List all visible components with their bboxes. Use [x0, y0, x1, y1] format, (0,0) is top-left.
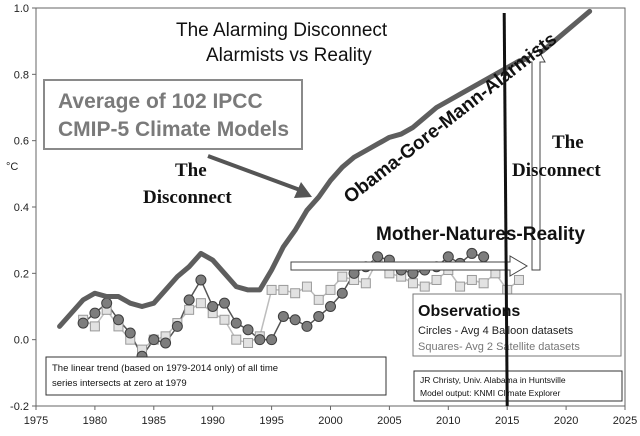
y-axis-label: °C: [6, 161, 18, 173]
disconnect-arrow-shaft: [207, 154, 301, 192]
x-tick-label: 1980: [83, 415, 107, 427]
y-tick-label: 0.8: [14, 69, 29, 81]
reference-vertical-line: [502, 12, 509, 407]
satellite-square-point: [266, 284, 277, 295]
satellite-square-point: [325, 284, 336, 295]
alarmists-label: Obama-Gore-Mann-Alarmists: [340, 29, 561, 208]
model-series-layer: [57, 8, 593, 329]
satellite-square-point: [278, 284, 289, 295]
satellite-square-point: [407, 278, 418, 289]
satellite-square-point: [466, 274, 477, 285]
x-tick-label: 2010: [436, 415, 460, 427]
satellite-square-point: [478, 278, 489, 289]
observations-circles: Circles - Avg 4 Balloon datasets: [418, 325, 574, 337]
observations-title: Observations: [418, 303, 520, 320]
model-box: [43, 79, 303, 150]
x-tick-label: 1985: [142, 415, 166, 427]
x-tick-label: 2025: [613, 415, 637, 427]
balloon-circle-point: [242, 324, 254, 336]
balloon-circle-point: [160, 337, 172, 349]
model-box-line-2: CMIP-5 Climate Models: [58, 118, 289, 141]
satellite-square-point: [231, 334, 242, 345]
satellite-square-point: [337, 271, 348, 282]
trend-note-box: [45, 356, 387, 396]
satellite-square-point: [360, 278, 371, 289]
balloon-circle-point: [466, 247, 478, 259]
balloon-circle-point: [230, 317, 242, 329]
chart-title-line-1: The Alarming Disconnect: [176, 20, 388, 41]
satellite-square-point: [419, 281, 430, 292]
balloon-circle-point: [124, 327, 136, 339]
disconnect-vertical-arrow: [526, 44, 546, 271]
satellite-square-point: [184, 304, 195, 315]
balloon-circle-point: [171, 320, 183, 332]
y-tick-label: 0.6: [14, 136, 29, 148]
balloon-circle-point: [442, 251, 454, 263]
reality-label: Mother-Natures-Reality: [376, 224, 585, 245]
y-tick-label: 0.0: [14, 335, 29, 347]
balloon-circle-point: [101, 297, 113, 309]
y-tick-label: 0.2: [14, 268, 29, 280]
balloon-circle-point: [289, 314, 301, 326]
x-tick-label: 2000: [318, 415, 342, 427]
disconnect-left-line-1: The: [175, 160, 207, 181]
trend-note-line-2: series intersects at zero at 1979: [52, 378, 187, 389]
satellite-square-point: [243, 337, 254, 348]
x-tick-label: 2015: [495, 415, 519, 427]
model-average-line: [57, 8, 593, 329]
satellite-square-point: [219, 314, 230, 325]
balloon-circle-point: [183, 294, 195, 306]
satellite-square-point: [89, 321, 100, 332]
balloon-circle-point: [478, 251, 490, 263]
observations-squares: Squares- Avg 2 Satellite datasets: [418, 341, 580, 353]
balloon-circle-point: [195, 274, 207, 286]
credit-line-2: Model output: KNMI Climate Explorer: [420, 388, 560, 398]
balloon-circle-point: [148, 334, 160, 346]
balloon-circle-point: [277, 310, 289, 322]
satellite-square-point: [513, 274, 524, 285]
balloon-circle-point: [112, 314, 124, 326]
balloon-circle-point: [218, 297, 230, 309]
balloon-circle-point: [89, 307, 101, 319]
credit-line-1: JR Christy, Univ. Alabama in Huntsville: [420, 375, 566, 385]
balloon-circle-point: [207, 301, 219, 312]
x-tick-label: 1990: [200, 415, 224, 427]
balloon-circle-point: [77, 317, 89, 329]
balloon-circle-point: [301, 320, 313, 332]
reality-horizontal-arrow: [290, 255, 528, 277]
balloon-circle-point: [266, 334, 278, 346]
balloon-circle-point: [336, 287, 348, 299]
y-tick-label: 1.0: [14, 3, 29, 15]
satellite-square-point: [313, 294, 324, 305]
disconnect-arrow-head: [294, 182, 312, 198]
x-tick-label: 2005: [377, 415, 401, 427]
disconnect-right-line-1: The: [552, 132, 584, 153]
satellite-square-point: [290, 288, 301, 299]
satellite-square-point: [195, 298, 206, 309]
model-box-line-1: Average of 102 IPCC: [58, 90, 263, 113]
disconnect-left-line-2: Disconnect: [143, 187, 232, 208]
chart-title-line-2: Alarmists vs Reality: [206, 45, 372, 66]
y-axis-label-layer: °C: [6, 161, 18, 173]
x-tick-label: 1975: [24, 415, 48, 427]
satellite-square-point: [455, 281, 466, 292]
balloon-circle-point: [325, 301, 336, 312]
satellite-square-point: [431, 274, 442, 285]
balloon-circle-point: [372, 251, 384, 263]
balloon-circle-point: [313, 310, 325, 322]
x-tick-label: 1995: [259, 415, 283, 427]
observations-box: [412, 293, 622, 357]
credit-box: [413, 370, 623, 402]
trend-note-line-1: The linear trend (based on 1979-2014 onl…: [52, 363, 278, 374]
x-tick-label: 2020: [554, 415, 578, 427]
balloon-circle-point: [254, 334, 266, 346]
y-tick-label: 0.4: [14, 202, 29, 214]
satellite-square-point: [301, 281, 312, 292]
y-tick-label: -0.2: [10, 401, 29, 413]
axis-layer: 1975 1980 1985 1990 1995 2000 2005 2010 2015 2020…: [10, 3, 637, 427]
disconnect-right-line-2: Disconnect: [512, 160, 601, 181]
